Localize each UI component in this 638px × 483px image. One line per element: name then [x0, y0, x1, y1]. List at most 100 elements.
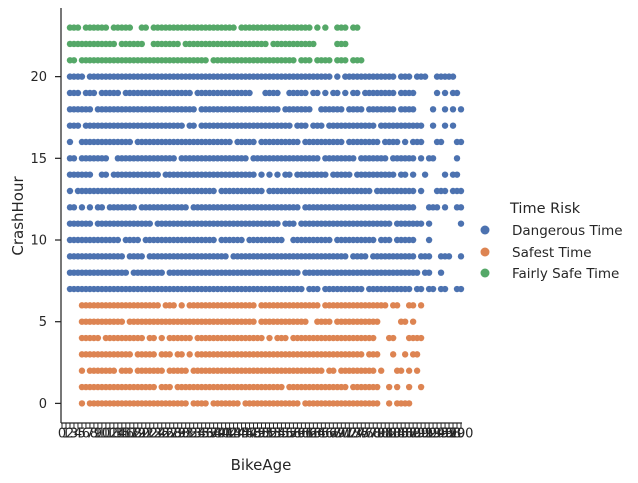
- point-series-0-hour-14-age-83: [389, 171, 397, 178]
- point-series-0-hour-16-age-79: [374, 138, 381, 146]
- point-series-0-hour-14-age-88: [409, 171, 417, 178]
- point-series-0-hour-8-age-92: [425, 269, 433, 276]
- point-series-0-hour-17-age-78: [370, 122, 377, 129]
- point-series-0-hour-17-age-96: [441, 122, 449, 129]
- x-tick-label-67: 67: [321, 427, 338, 442]
- x-tick-label-33: 33: [185, 427, 202, 442]
- point-series-0-hour-11-age-7: [86, 220, 94, 227]
- point-series-1-hour-2-age-65: [318, 367, 325, 374]
- point-series-0-hour-14-age-72: [346, 171, 353, 178]
- point-series-0-hour-18-age-98: [449, 106, 457, 113]
- x-tick-label-72: 72: [341, 427, 358, 442]
- x-tick-label-2: 2: [66, 427, 74, 442]
- x-tick-label-45: 45: [233, 427, 250, 442]
- x-tick-label-66: 66: [317, 427, 334, 442]
- point-series-0-hour-10-age-78: [370, 236, 377, 244]
- x-tick-label-59: 59: [289, 427, 306, 442]
- x-tick-label-1: 1: [62, 427, 70, 442]
- x-tick-label-54: 54: [269, 427, 286, 442]
- point-series-1-hour-4-age-56: [282, 334, 289, 342]
- point-series-1-hour-2-age-13: [110, 367, 118, 374]
- point-series-1-hour-0-age-44: [234, 400, 241, 407]
- x-tick-label-15: 15: [114, 427, 131, 442]
- point-series-0-hour-17-age-30: [178, 122, 185, 129]
- point-series-0-hour-17-age-4: [74, 122, 82, 129]
- point-series-2-hour-21-age-58: [290, 57, 297, 64]
- point-series-0-hour-14-age-86: [401, 171, 409, 178]
- point-series-0-hour-12-age-100: [457, 204, 465, 211]
- point-series-1-hour-5-age-15: [118, 318, 126, 325]
- point-series-0-hour-18-age-70: [338, 106, 345, 113]
- point-series-0-hour-13-age-38: [210, 187, 217, 195]
- point-series-0-hour-15-age-28: [170, 155, 177, 162]
- point-series-0-hour-16-age-17: [126, 138, 134, 146]
- x-tick-label-34: 34: [189, 427, 206, 442]
- point-series-0-hour-15-age-99: [453, 155, 461, 162]
- point-series-2-hour-23-age-66: [322, 24, 329, 31]
- point-series-0-hour-9-age-88: [409, 253, 417, 260]
- point-series-2-hour-23-age-21: [142, 24, 149, 31]
- point-series-0-hour-8-age-59: [294, 269, 301, 276]
- legend-marker-safest: [480, 247, 490, 257]
- x-tick-label-27: 27: [161, 427, 178, 442]
- x-tick-label-47: 47: [241, 427, 258, 442]
- point-series-1-hour-0-age-5: [78, 400, 86, 407]
- x-tick-label-82: 82: [381, 427, 398, 442]
- x-tick-label-99: 99: [449, 427, 466, 442]
- point-series-1-hour-3-age-27: [166, 351, 173, 358]
- y-tick-label-10: 10: [30, 234, 47, 249]
- x-tick-label-32: 32: [181, 427, 198, 442]
- x-tick-label-36: 36: [197, 427, 214, 442]
- point-series-0-hour-20-age-91: [421, 73, 429, 80]
- point-series-0-hour-16-age-86: [401, 138, 409, 146]
- x-tick-label-4: 4: [74, 427, 82, 442]
- point-series-1-hour-3-age-86: [401, 351, 409, 358]
- point-series-1-hour-1-age-23: [150, 383, 157, 391]
- point-series-0-hour-14-age-11: [102, 171, 110, 178]
- x-tick-label-63: 63: [305, 427, 322, 442]
- point-series-1-hour-3-age-83: [389, 351, 397, 358]
- point-series-0-hour-15-age-88: [409, 155, 417, 162]
- point-series-0-hour-7-age-90: [417, 285, 425, 293]
- point-series-1-hour-0-age-36: [202, 400, 209, 407]
- point-series-0-hour-14-age-96: [441, 171, 449, 178]
- y-tick-label-5: 5: [39, 315, 47, 330]
- point-series-0-hour-13-age-2: [66, 187, 74, 195]
- x-tick-label-52: 52: [261, 427, 278, 442]
- point-series-0-hour-13-age-90: [417, 187, 425, 195]
- x-tick-label-14: 14: [110, 427, 127, 442]
- x-tick-label-87: 87: [401, 427, 418, 442]
- x-tick-label-9: 9: [94, 427, 102, 442]
- point-series-0-hour-18-age-33: [190, 106, 197, 113]
- point-series-1-hour-6-age-28: [170, 302, 177, 309]
- point-series-2-hour-23-age-71: [342, 24, 349, 31]
- point-series-0-hour-15-age-46: [242, 155, 249, 162]
- point-series-1-hour-2-age-85: [397, 367, 405, 374]
- point-series-0-hour-8-age-95: [437, 269, 445, 276]
- x-tick-label-35: 35: [193, 427, 210, 442]
- x-tick-label-78: 78: [365, 427, 382, 442]
- point-series-0-hour-9-age-71: [342, 253, 349, 260]
- point-series-1-hour-1-age-71: [342, 383, 349, 391]
- point-series-0-hour-17-age-57: [286, 122, 293, 129]
- point-series-0-hour-20-age-83: [389, 73, 397, 80]
- point-series-0-hour-14-age-91: [421, 171, 429, 178]
- point-series-0-hour-11-age-82: [385, 220, 393, 227]
- x-tick-label-85: 85: [393, 427, 410, 442]
- point-series-1-hour-4-age-23: [150, 334, 157, 342]
- point-series-0-hour-12-age-31: [182, 204, 189, 211]
- point-series-0-hour-13-age-100: [457, 187, 465, 195]
- legend-label-fairly-safe: Fairly Safe Time: [512, 266, 619, 282]
- point-series-0-hour-19-age-83: [389, 89, 397, 97]
- point-series-1-hour-6-age-30: [178, 302, 185, 309]
- point-series-1-hour-1-age-87: [405, 383, 413, 391]
- point-series-0-hour-10-age-88: [409, 236, 417, 244]
- point-series-1-hour-3-age-17: [126, 351, 134, 358]
- point-series-1-hour-2-age-31: [182, 367, 189, 374]
- point-series-0-hour-14-age-48: [250, 171, 257, 178]
- x-tick-label-44: 44: [229, 427, 246, 442]
- point-series-0-hour-18-age-7: [86, 106, 94, 113]
- point-series-1-hour-6-age-24: [154, 302, 161, 309]
- x-tick-label-98: 98: [445, 427, 462, 442]
- point-series-0-hour-10-age-19: [134, 236, 142, 244]
